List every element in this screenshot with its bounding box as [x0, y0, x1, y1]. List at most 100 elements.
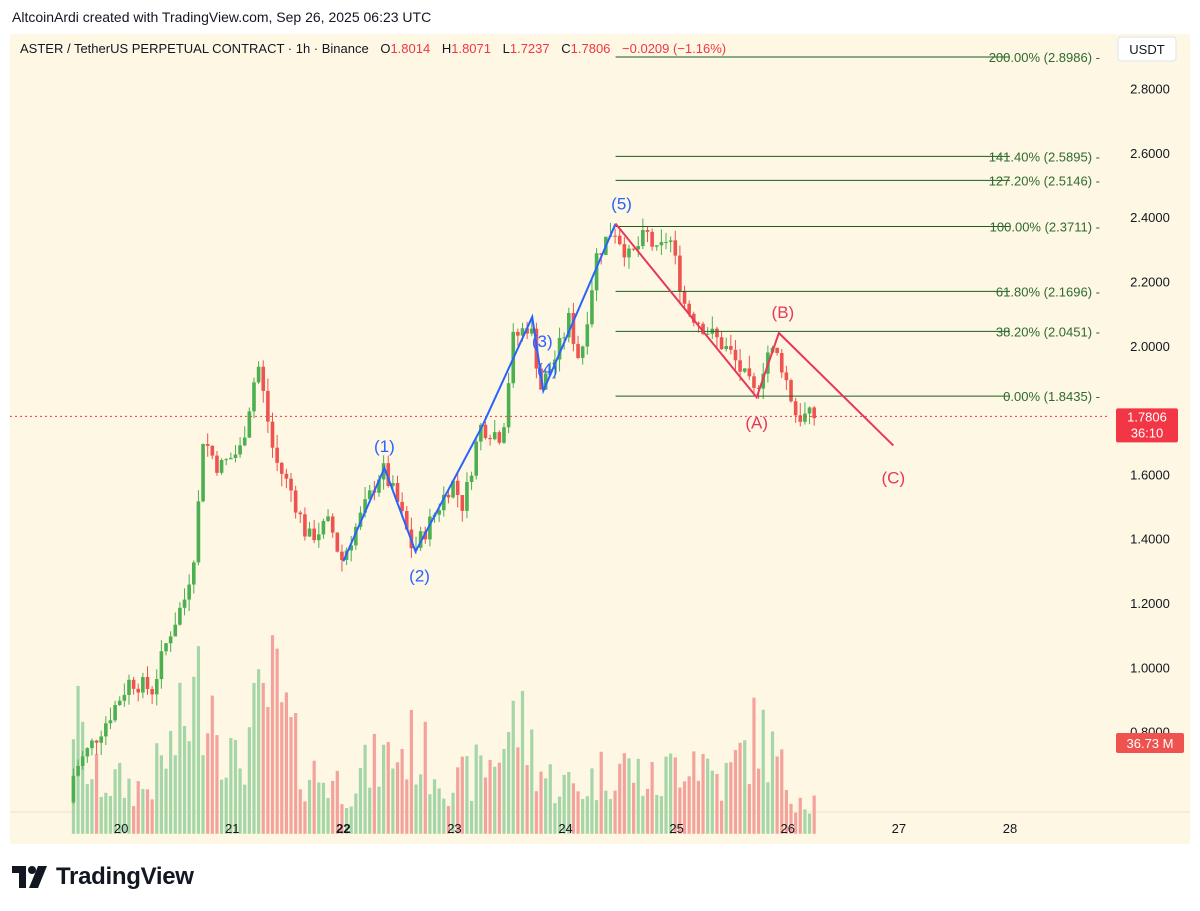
fib-level-label: 141.40% (2.5895) -: [989, 149, 1100, 164]
candle-body: [636, 246, 641, 250]
volume-bar: [442, 798, 446, 834]
candle-body: [738, 360, 742, 372]
candle-body: [733, 349, 738, 361]
candle-body: [76, 765, 80, 776]
time-tick-label: 20: [114, 821, 128, 836]
candle-body: [627, 248, 631, 258]
candle-body: [99, 736, 104, 743]
volume-bar: [275, 648, 279, 834]
countdown-value: 36:10: [1131, 425, 1164, 440]
candle-body: [571, 313, 576, 344]
attribution-text: AltcoinArdi created with TradingView.com…: [12, 9, 432, 25]
volume-bar: [692, 751, 696, 834]
volume-bar: [307, 779, 312, 834]
candle-body: [141, 677, 145, 693]
candle-body: [798, 415, 803, 422]
candle-body: [756, 387, 761, 389]
volume-bar: [280, 702, 284, 834]
price-tick-label: 1.0000: [1130, 660, 1170, 675]
volume-bar: [608, 799, 613, 834]
brand-name: TradingView: [56, 863, 194, 890]
tradingview-logo[interactable]: TradingView: [12, 863, 194, 891]
time-tick-label: 26: [781, 821, 795, 836]
candle-body: [358, 512, 363, 527]
candle-body: [386, 463, 391, 486]
volume-bar: [733, 750, 738, 834]
volume-bar: [118, 762, 122, 834]
candle-body: [580, 346, 585, 358]
candle-body: [451, 480, 455, 498]
impulse_wave-label: (4): [537, 360, 558, 379]
volume-bar: [724, 762, 728, 834]
candle-body: [613, 235, 617, 237]
volume-bar: [377, 786, 381, 834]
fibonacci-extension[interactable]: 200.00% (2.8986) - 141.40% (2.5895) - 127.…: [615, 50, 1100, 404]
volume-bar: [132, 806, 136, 834]
candle-body: [414, 547, 418, 549]
candle-body: [122, 694, 127, 701]
volume-bar: [544, 778, 548, 834]
candle-body: [474, 441, 479, 476]
candle-body: [238, 445, 242, 455]
volume-bar: [321, 782, 326, 834]
candle-body: [266, 390, 270, 422]
volume-bar: [173, 755, 177, 834]
time-tick-label: 28: [1003, 821, 1017, 836]
volume-bar: [775, 756, 779, 834]
volume-label-value: 36.73 M: [1127, 736, 1174, 751]
volume-bar: [794, 812, 798, 834]
candle-body: [812, 407, 816, 419]
currency-badge[interactable]: [1117, 36, 1177, 62]
candle-body: [729, 346, 733, 350]
volume-bar: [169, 730, 173, 834]
candle-body: [404, 511, 409, 530]
price-tick-labels: 2.8000 2.6000 2.4000 2.2000 2.0000 1.6000 1.40…: [1130, 82, 1170, 740]
volume-bar: [557, 796, 562, 834]
change-value: −0.0209 (−1.16%): [622, 41, 726, 56]
elliott-waves[interactable]: (1) (2) (3) (4) (5) (A) (B) (C): [342, 195, 905, 586]
candle-body: [307, 528, 312, 537]
candle-body: [543, 373, 548, 390]
candle-body: [696, 322, 701, 324]
impulse_wave-label: (2): [409, 567, 430, 586]
volume-bar: [696, 780, 701, 834]
volume-bar: [206, 733, 210, 834]
candle-body: [488, 438, 492, 440]
volume-bar: [215, 735, 219, 834]
candle-body: [455, 480, 460, 496]
volume-bar: [562, 774, 566, 834]
volume-bar: [317, 782, 321, 834]
candle-body: [168, 636, 173, 644]
volume-bar: [294, 713, 298, 834]
time-tick-label: 21: [225, 821, 239, 836]
volume-bar: [752, 697, 756, 834]
candle-body: [682, 291, 687, 304]
price-tick-label: 2.4000: [1130, 210, 1170, 225]
volume-bar: [372, 733, 376, 834]
volume-bar: [261, 682, 265, 834]
volume-bar: [474, 744, 478, 834]
volume-bar: [145, 789, 150, 834]
volume-bar: [437, 788, 441, 834]
candle-body: [678, 255, 682, 292]
volume-bar: [414, 784, 418, 834]
candle-body: [224, 459, 229, 461]
price-tick-label: 1.6000: [1130, 467, 1170, 482]
candle-body: [187, 584, 191, 600]
high-value: 1.8071: [451, 41, 491, 56]
candle-body: [191, 562, 196, 585]
volume-bar: [229, 737, 233, 834]
volume-bar: [645, 788, 650, 834]
candle-body: [113, 705, 117, 721]
candle-body: [617, 235, 622, 245]
volume-bar: [673, 757, 677, 834]
fib-level-label: 200.00% (2.8986) -: [989, 50, 1100, 65]
candle-body: [71, 775, 76, 803]
price-tick-label: 2.6000: [1130, 146, 1170, 161]
volume-bar: [553, 803, 557, 834]
volume-bar: [488, 759, 492, 834]
volume-bar: [224, 777, 228, 834]
volume-bar: [122, 797, 126, 834]
candle-body: [775, 347, 779, 354]
